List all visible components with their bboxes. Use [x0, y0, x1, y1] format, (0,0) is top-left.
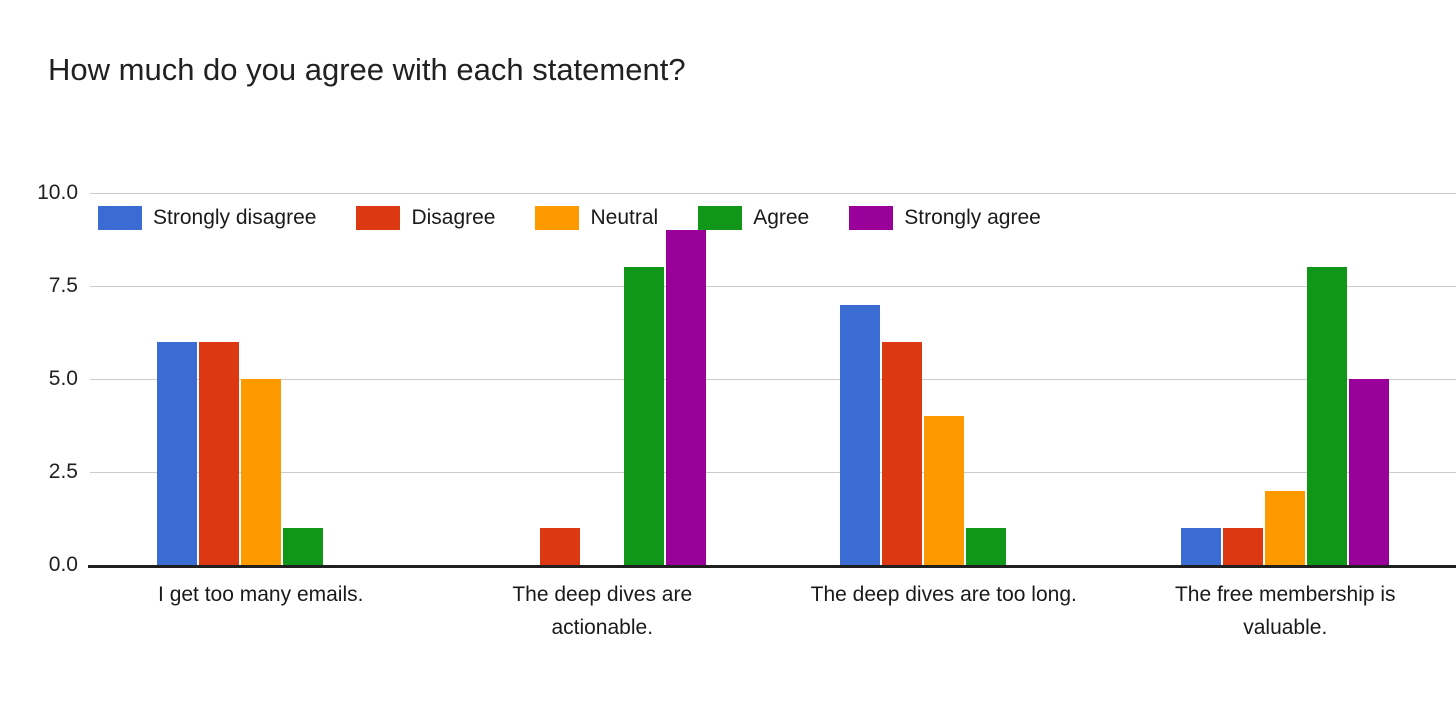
- bar-agree[interactable]: [282, 527, 323, 565]
- bar-group: [1115, 193, 1456, 565]
- bar-disagree[interactable]: [198, 341, 239, 565]
- bar-strongly-agree[interactable]: [1349, 379, 1390, 565]
- legend-item-label: Agree: [753, 206, 810, 229]
- bar-strongly-disagree[interactable]: [156, 341, 197, 565]
- bar-strongly-disagree[interactable]: [1181, 527, 1222, 565]
- bar-agree[interactable]: [965, 527, 1006, 565]
- gridline: [90, 193, 1456, 194]
- gridline: [90, 472, 1456, 473]
- bar-group: [432, 193, 774, 565]
- legend-item-strongly-disagree[interactable]: Strongly disagree: [98, 206, 316, 230]
- bar-agree[interactable]: [624, 267, 665, 565]
- legend-item-label: Strongly agree: [904, 206, 1041, 229]
- bar-neutral[interactable]: [240, 379, 281, 565]
- bar-disagree[interactable]: [881, 341, 922, 565]
- legend-swatch: [849, 206, 894, 230]
- legend-item-strongly-agree[interactable]: Strongly agree: [849, 206, 1041, 230]
- legend-swatch: [535, 206, 580, 230]
- bar-agree[interactable]: [1307, 267, 1348, 565]
- legend-swatch: [356, 206, 401, 230]
- y-axis-tick-label: 10.0: [37, 181, 78, 204]
- legend: Strongly disagree Disagree Neutral Agree Str…: [98, 206, 1041, 230]
- legend-item-label: Disagree: [411, 206, 496, 229]
- legend-item-label: Strongly disagree: [153, 206, 317, 229]
- bar-groups: [90, 193, 1456, 565]
- gridline: [90, 379, 1456, 380]
- y-axis-tick-label: 5.0: [48, 367, 78, 390]
- bar-group: [773, 193, 1115, 565]
- bar-neutral[interactable]: [1265, 490, 1306, 565]
- x-axis-category-label: The deep dives are actionable.: [512, 583, 693, 639]
- y-axis-tick-label: 0.0: [48, 553, 78, 576]
- bar-group: [90, 193, 432, 565]
- plot-area: [88, 193, 1456, 568]
- x-axis-category-labels: I get too many emails. The deep dives are…: [90, 578, 1456, 644]
- x-axis-category-label: I get too many emails.: [158, 583, 364, 606]
- legend-item-agree[interactable]: Agree: [698, 206, 809, 230]
- legend-swatch: [698, 206, 743, 230]
- legend-item-neutral[interactable]: Neutral: [535, 206, 658, 230]
- x-axis-category-label: The free membership is valuable.: [1174, 583, 1396, 639]
- bar-neutral[interactable]: [923, 416, 964, 565]
- gridline: [90, 286, 1456, 287]
- y-axis-tick-label: 2.5: [48, 460, 78, 483]
- bar-disagree[interactable]: [540, 527, 581, 565]
- legend-swatch: [98, 206, 142, 230]
- chart-title: How much do you agree with each statemen…: [48, 52, 686, 87]
- bar-strongly-disagree[interactable]: [839, 304, 880, 565]
- x-axis-category-label: The deep dives are too long.: [810, 583, 1077, 606]
- x-axis-line: [88, 565, 1456, 568]
- bar-strongly-agree[interactable]: [666, 230, 707, 565]
- legend-item-disagree[interactable]: Disagree: [356, 206, 495, 230]
- y-axis-tick-label: 7.5: [48, 274, 78, 297]
- legend-item-label: Neutral: [590, 206, 659, 229]
- bar-disagree[interactable]: [1223, 527, 1264, 565]
